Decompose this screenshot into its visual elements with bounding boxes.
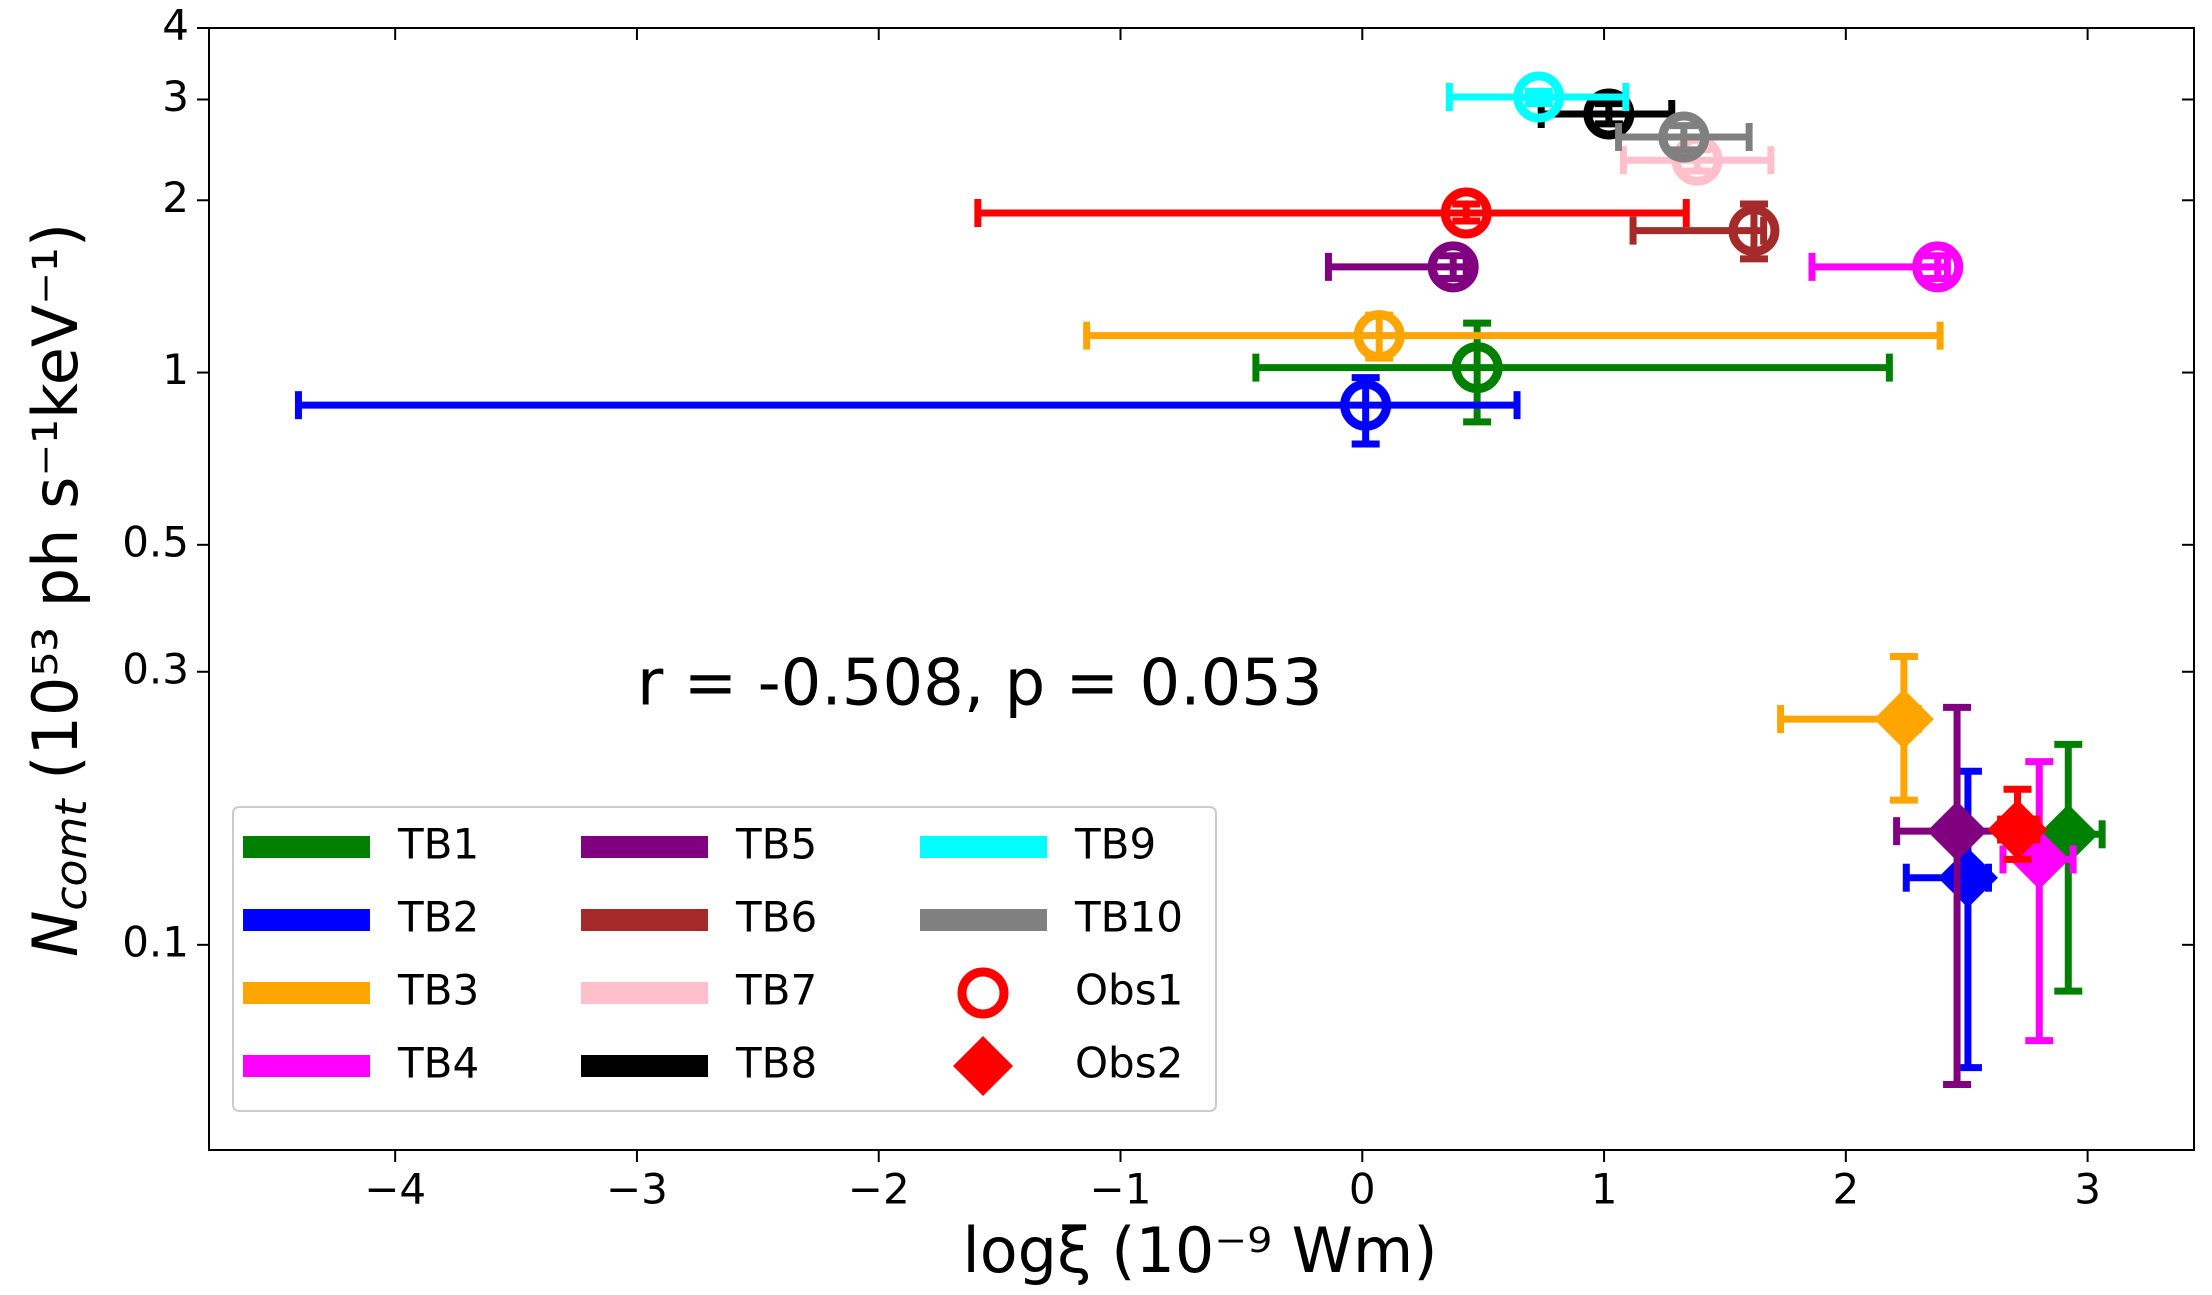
marker-circle: [1451, 342, 1503, 394]
x-tick-label: 2: [1832, 1165, 1859, 1214]
marker-circle: [1912, 241, 1964, 293]
point-group: [1324, 241, 1479, 293]
y-tick-label: 1: [162, 345, 189, 394]
y-tick-label: 0.3: [122, 644, 189, 693]
legend-label: TB8: [735, 1039, 817, 1088]
point-group: [1445, 71, 1630, 123]
marker-diamond: [1937, 847, 1998, 908]
y-tick-label: 2: [162, 173, 189, 222]
y-label-sub: comt: [46, 798, 97, 911]
x-tick-label: 3: [2074, 1165, 2101, 1214]
y-tick-label: 0.1: [122, 917, 189, 966]
x-tick-label: −1: [1090, 1165, 1152, 1214]
legend-label: TB6: [735, 893, 817, 942]
marker-circle: [1440, 187, 1492, 239]
marker-circle: [1728, 205, 1780, 257]
legend-label: TB10: [1074, 893, 1183, 942]
marker-diamond: [1873, 689, 1934, 750]
point-group: [1615, 111, 1753, 163]
point-group: [1808, 241, 1964, 293]
legend-label: TB4: [397, 1039, 479, 1088]
legend: TB1 TB2 TB3 TB4 TB5 TB6 TB7 TB8 TB9 TB10 Obs1 Obs2: [232, 806, 1217, 1112]
x-tick-label: −4: [364, 1165, 426, 1214]
point-group: [1999, 758, 2077, 1045]
legend-label: TB9: [1074, 820, 1156, 869]
marker-circle: [1427, 241, 1479, 293]
marker-circle: [1658, 111, 1710, 163]
point-group: [1252, 319, 1893, 426]
marker-circle: [1583, 88, 1635, 140]
legend-box: [232, 806, 1217, 1112]
y-axis-label: Ncomt (10⁵³ ph s⁻¹keV⁻¹): [19, 223, 97, 957]
marker-circle: [1353, 310, 1405, 362]
y-tick-label: 4: [162, 1, 189, 50]
y-tick-label: 0.5: [122, 517, 189, 566]
marker-diamond: [1987, 799, 2048, 860]
marker-circle: [1340, 379, 1392, 431]
x-axis-label: logξ (10⁻⁹ Wm): [962, 1214, 1437, 1287]
annotation: r = -0.508, p = 0.053: [637, 647, 1323, 721]
point-group: [1629, 200, 1780, 263]
point-group: [1893, 703, 2022, 1089]
legend-label: Obs2: [1075, 1039, 1183, 1088]
plot-frame: [208, 27, 2195, 1151]
y-label-rest: (10⁵³ ph s⁻¹keV⁻¹): [19, 223, 92, 799]
marker-diamond: [1927, 801, 1988, 862]
y-tick-label: 3: [162, 72, 189, 121]
legend-label: TB7: [735, 966, 817, 1015]
point-group: [974, 187, 1690, 239]
point-group: [1083, 310, 1944, 362]
legend-label: TB1: [397, 820, 479, 869]
legend-label: TB2: [397, 893, 479, 942]
legend-label: TB3: [397, 966, 479, 1015]
marker-diamond: [953, 1036, 1013, 1096]
x-tick-label: −2: [848, 1165, 910, 1214]
legend-label: Obs1: [1075, 966, 1183, 1015]
legend-label: TB5: [735, 820, 817, 869]
marker-circle: [1513, 71, 1565, 123]
x-tick-label: −3: [606, 1165, 668, 1214]
marker-circle: [957, 967, 1009, 1019]
y-label-main: N: [19, 911, 92, 957]
x-tick-label: 1: [1591, 1165, 1618, 1214]
point-group: [1987, 785, 2048, 863]
x-tick-label: 0: [1349, 1165, 1376, 1214]
point-group: [1777, 653, 1934, 804]
point-group: [294, 374, 1521, 448]
